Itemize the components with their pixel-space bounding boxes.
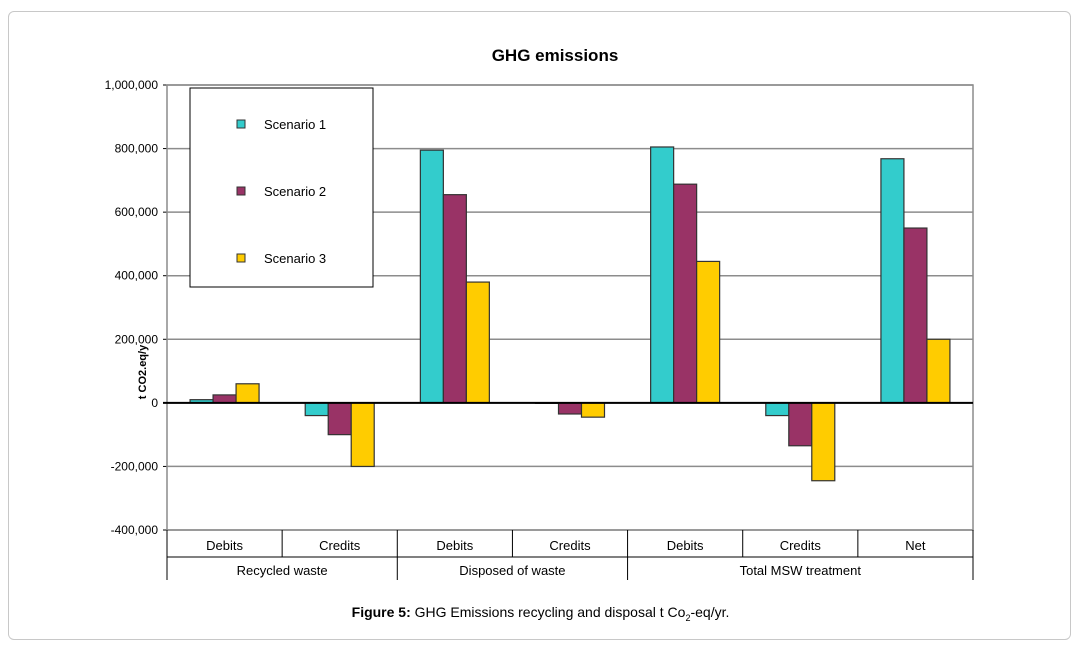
y-tick-label: 800,000 <box>115 142 159 156</box>
legend-box <box>189 87 374 288</box>
bar-scenario-1-2 <box>304 402 329 417</box>
bar-scenario-3-5 <box>696 260 721 404</box>
x-group-label: Total MSW treatment <box>740 563 862 578</box>
x-category-label: Debits <box>206 538 243 553</box>
bar-scenario-3-3 <box>465 281 490 404</box>
bar-scenario-1-3 <box>419 149 444 404</box>
x-category-label: Credits <box>780 538 822 553</box>
x-category-label: Credits <box>319 538 361 553</box>
y-tick-label: -200,000 <box>111 459 159 473</box>
bar-scenario-1-7 <box>880 158 905 404</box>
legend-swatch <box>236 253 246 263</box>
x-group-label: Disposed of waste <box>459 563 565 578</box>
bar-scenario-3-6 <box>811 402 836 482</box>
caption-text: GHG Emissions recycling and disposal t C… <box>414 604 686 620</box>
chart-title: GHG emissions <box>492 46 619 65</box>
bar-scenario-3-2 <box>350 402 375 468</box>
y-tick-label: 200,000 <box>115 332 159 346</box>
legend-label: Scenario 1 <box>264 117 326 132</box>
y-axis-label: t CO2.eq/y <box>137 344 149 399</box>
legend-swatch <box>236 186 246 196</box>
bar-scenario-3-1 <box>235 383 260 404</box>
y-tick-label: 0 <box>151 396 158 410</box>
plot-border <box>166 84 974 531</box>
y-tick-label: 400,000 <box>115 269 159 283</box>
y-tick-label: 600,000 <box>115 205 159 219</box>
bar-scenario-3-4 <box>580 402 606 418</box>
x-category-label: Debits <box>667 538 704 553</box>
caption-label: Figure 5: <box>351 604 411 620</box>
bar-scenario-3-7 <box>926 338 951 404</box>
y-tick-label: 1,000,000 <box>105 78 159 92</box>
x-category-labels: Debits Credits Debits Credits Debits Credits N… <box>206 538 926 578</box>
legend-swatch <box>236 119 246 129</box>
legend-label: Scenario 3 <box>264 251 326 266</box>
caption-text-end: -eq/yr. <box>690 604 730 620</box>
bar-scenario-2-3 <box>442 194 467 404</box>
legend: Scenario 1 Scenario 2 Scenario 3 <box>189 87 374 288</box>
y-tick-labels: 1,000,000 800,000 600,000 400,000 200,000 0 -2… <box>105 78 159 537</box>
legend-label: Scenario 2 <box>264 184 326 199</box>
x-category-label: Net <box>905 538 926 553</box>
x-group-label: Recycled waste <box>237 563 328 578</box>
axes <box>163 84 974 580</box>
bar-scenario-2-6 <box>788 402 813 447</box>
bar-scenario-1-5 <box>650 146 675 404</box>
bar-scenario-2-2 <box>327 402 352 436</box>
bar-scenario-2-7 <box>903 227 928 404</box>
x-category-label: Credits <box>549 538 591 553</box>
figure-caption: Figure 5: GHG Emissions recycling and di… <box>0 604 1081 623</box>
bar-scenario-2-1 <box>212 394 237 404</box>
caption-subscript: 2 <box>685 612 691 623</box>
bar-scenario-2-4 <box>557 402 583 415</box>
ghg-emissions-chart: GHG emissions 1,000,000 800,000 600,000 400… <box>104 46 974 580</box>
bar-scenario-1-6 <box>765 402 790 417</box>
x-category-label: Debits <box>436 538 473 553</box>
y-tick-label: -400,000 <box>111 523 159 537</box>
bar-scenario-2-5 <box>673 183 698 404</box>
